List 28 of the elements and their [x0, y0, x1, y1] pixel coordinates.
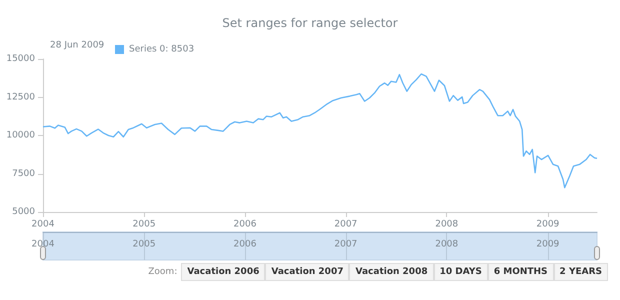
x-tick-label: 2004 [32, 240, 55, 250]
x2-tick-label: 2005 [132, 220, 156, 230]
text: 28 Jun 2009 [50, 40, 104, 50]
chart-title: Set ranges for range selector [222, 16, 398, 30]
x-tick-label: 2007 [334, 240, 358, 250]
x-tick-label: 2008 [435, 240, 458, 250]
text: 10 DAYS [434, 263, 488, 281]
legend-label: Series 0: 8503 [129, 44, 194, 54]
y-tick-label: 7500 [12, 168, 36, 179]
y-tick-label: 10000 [6, 130, 36, 140]
x2-tick-label: 2008 [435, 220, 458, 230]
text: 2 YEARS [554, 263, 608, 281]
text: Vacation 2007 [265, 263, 350, 281]
text: Vacation 2008 [349, 263, 434, 281]
text: Vacation 2006 [181, 263, 266, 281]
x-tick-label: 2009 [536, 240, 560, 250]
line-series [42, 73, 598, 188]
x2-tick-label: 2004 [32, 220, 55, 230]
text: Zoom: [148, 267, 178, 277]
text: 6 MONTHS [488, 263, 554, 281]
x-tick-label: 2005 [132, 240, 156, 250]
x2-tick-label: 2006 [234, 220, 257, 230]
x-tick-label: 2006 [234, 240, 257, 250]
x2-tick-label: 2007 [334, 220, 358, 230]
y-tick-label: 12500 [6, 92, 36, 102]
y-tick-label: 15000 [6, 54, 36, 64]
x2-tick-label: 2009 [536, 220, 560, 230]
y-tick-label: 5000 [12, 207, 36, 217]
